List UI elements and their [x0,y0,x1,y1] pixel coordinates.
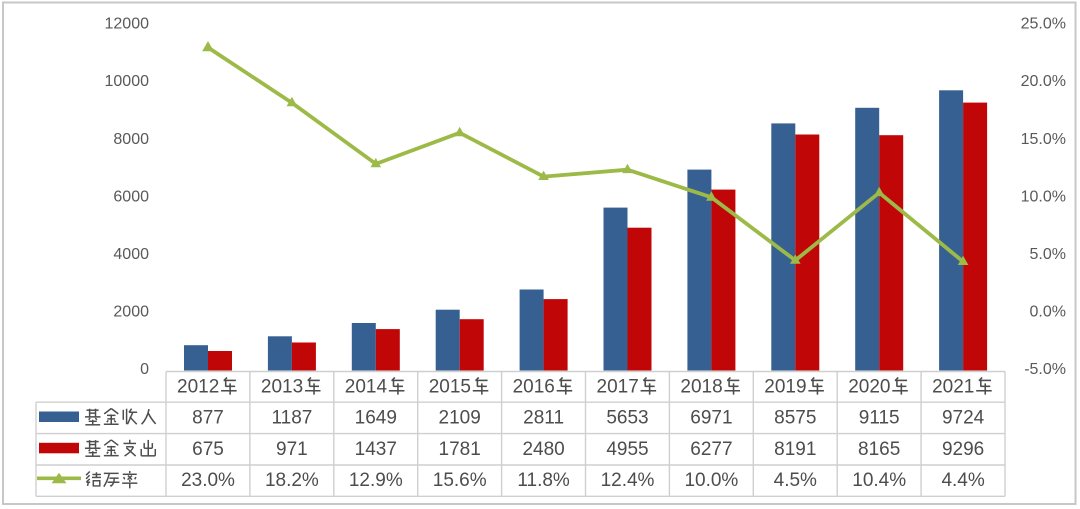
svg-text:12.9%: 12.9% [349,470,403,491]
svg-text:2017: 2017 [597,377,639,398]
svg-text:877: 877 [192,407,224,428]
svg-text:8000: 8000 [113,131,149,148]
svg-text:2015: 2015 [429,377,471,398]
svg-text:971: 971 [276,439,308,460]
svg-text:8165: 8165 [858,439,900,460]
svg-text:10.0%: 10.0% [684,470,738,491]
svg-text:2019: 2019 [764,377,806,398]
svg-text:10.4%: 10.4% [852,470,906,491]
svg-text:8191: 8191 [774,439,816,460]
svg-text:6971: 6971 [690,407,732,428]
svg-text:25.0%: 25.0% [1021,16,1066,33]
svg-text:2021: 2021 [932,377,974,398]
svg-text:9115: 9115 [859,407,900,428]
svg-text:4000: 4000 [113,246,149,263]
svg-text:2020: 2020 [848,377,890,398]
svg-text:2014: 2014 [345,377,388,398]
svg-text:12.4%: 12.4% [601,470,655,491]
svg-text:15.6%: 15.6% [433,470,487,491]
svg-text:2016: 2016 [513,377,555,398]
svg-text:2811: 2811 [523,407,564,428]
svg-text:8575: 8575 [774,407,816,428]
svg-text:-5.0%: -5.0% [1024,361,1066,378]
svg-text:20.0%: 20.0% [1021,73,1066,90]
svg-text:18.2%: 18.2% [265,470,319,491]
svg-text:1437: 1437 [355,439,397,460]
svg-text:4.5%: 4.5% [774,470,817,491]
svg-text:0.0%: 0.0% [1030,304,1066,321]
svg-text:2012: 2012 [177,377,219,398]
svg-text:675: 675 [192,439,224,460]
svg-text:9296: 9296 [942,439,984,460]
svg-text:0: 0 [140,361,149,378]
svg-text:12000: 12000 [105,16,150,33]
svg-text:9724: 9724 [942,407,985,428]
svg-text:2013: 2013 [261,377,303,398]
svg-text:15.0%: 15.0% [1021,131,1066,148]
svg-text:4955: 4955 [606,439,648,460]
svg-text:2000: 2000 [113,304,149,321]
svg-text:1781: 1781 [439,439,481,460]
svg-text:4.4%: 4.4% [941,470,984,491]
svg-text:2480: 2480 [522,439,564,460]
svg-text:6000: 6000 [113,188,149,205]
svg-text:2018: 2018 [680,377,722,398]
svg-text:5.0%: 5.0% [1030,246,1066,263]
svg-text:1187: 1187 [271,407,312,428]
svg-text:23.0%: 23.0% [181,470,235,491]
svg-text:6277: 6277 [690,439,732,460]
svg-text:5653: 5653 [606,407,648,428]
svg-text:2109: 2109 [439,407,481,428]
svg-text:10000: 10000 [105,73,150,90]
svg-text:11.8%: 11.8% [517,470,570,491]
svg-text:1649: 1649 [355,407,397,428]
svg-text:10.0%: 10.0% [1021,188,1066,205]
